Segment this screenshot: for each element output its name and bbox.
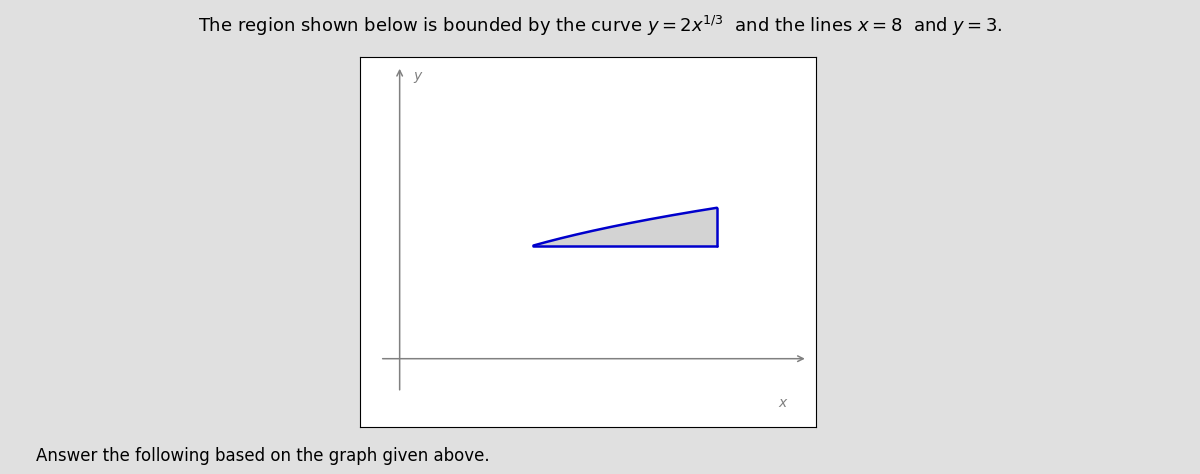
Text: Answer the following based on the graph given above.: Answer the following based on the graph … [36,447,490,465]
Text: y: y [414,69,421,83]
Text: The region shown below is bounded by the curve $y = 2x^{1/3}$  and the lines $x : The region shown below is bounded by the… [198,14,1002,38]
Text: x: x [779,396,787,410]
